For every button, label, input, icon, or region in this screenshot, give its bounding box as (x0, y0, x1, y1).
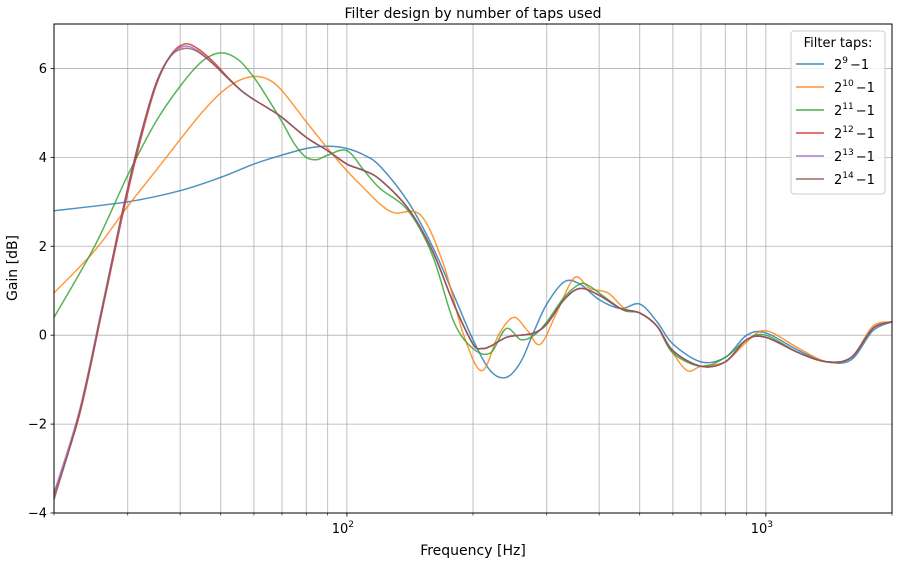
x-tick-base: 10 (751, 522, 768, 537)
legend-entry-12: 212 −1 (834, 125, 875, 142)
legend-suffix: −1 (856, 104, 875, 119)
series-line-11 (54, 52, 892, 368)
series-line-9 (54, 145, 892, 379)
y-tick-label: 2 (39, 240, 47, 255)
legend-base: 2 (834, 58, 842, 73)
y-axis-label: Gain [dB] (5, 235, 21, 301)
legend-exponent: 13 (842, 148, 853, 158)
legend-base: 2 (834, 81, 842, 96)
legend-suffix: −1 (850, 58, 869, 73)
legend-box (790, 30, 886, 195)
x-tick-base: 10 (332, 522, 349, 537)
legend-base: 2 (834, 104, 842, 119)
series-layer (54, 43, 892, 500)
legend-exponent: 12 (842, 125, 853, 135)
legend-base: 2 (834, 127, 842, 142)
legend-entry-14: 214 −1 (834, 171, 875, 188)
y-tick-label: 6 (39, 62, 47, 77)
legend-base: 2 (834, 150, 842, 165)
legend-entry-9: 29 −1 (834, 56, 869, 73)
legend-entry-11: 211 −1 (834, 102, 875, 119)
legend-suffix: −1 (856, 150, 875, 165)
x-axis-label: Frequency [Hz] (420, 543, 526, 559)
legend-base: 2 (834, 173, 842, 188)
legend-suffix: −1 (856, 81, 875, 96)
legend-exponent: 10 (842, 79, 854, 89)
x-tick-exponent: 2 (348, 520, 354, 530)
x-tick-label: 103 (751, 520, 773, 537)
series-group (54, 43, 892, 500)
legend-suffix: −1 (856, 173, 875, 188)
series-line-14 (54, 47, 892, 500)
y-tick-label: 4 (39, 151, 47, 166)
legend-title: Filter taps: (804, 36, 873, 51)
y-tick-label: −2 (28, 418, 47, 433)
y-tick-label: −4 (28, 507, 47, 522)
x-tick-label: 102 (332, 520, 354, 537)
x-tick-exponent: 3 (767, 520, 773, 530)
legend-exponent: 14 (842, 171, 854, 181)
legend-entry-10: 210 −1 (834, 79, 875, 96)
legend-suffix: −1 (856, 127, 875, 142)
y-tick-label: 0 (39, 329, 47, 344)
legend-exponent: 11 (842, 102, 853, 112)
chart-title: Filter design by number of taps used (344, 6, 601, 22)
legend-entry-13: 213 −1 (834, 148, 875, 165)
legend-exponent: 9 (842, 56, 848, 66)
